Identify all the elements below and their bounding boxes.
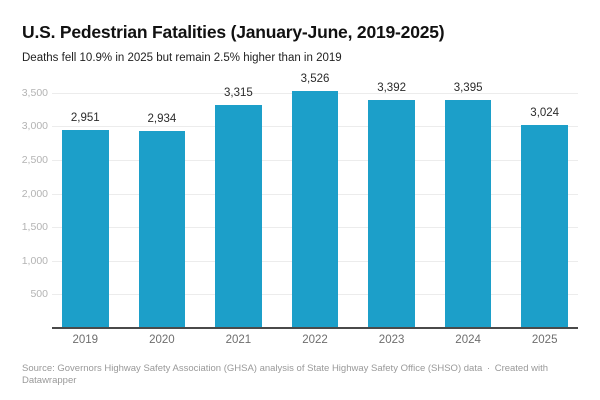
- y-tick-label: 2,500: [21, 154, 48, 166]
- chart-subtitle: Deaths fell 10.9% in 2025 but remain 2.5…: [22, 52, 342, 64]
- x-axis-baseline: [52, 326, 578, 329]
- bar-value-label: 2,951: [70, 111, 100, 124]
- source-text: Source: Governors Highway Safety Associa…: [22, 363, 483, 374]
- bar-2024: [444, 99, 492, 328]
- y-tick-label: 2,000: [21, 187, 48, 200]
- bar-2022: [291, 91, 339, 328]
- bar-value-label: 3,315: [224, 87, 253, 100]
- y-tick-label: 500: [30, 288, 48, 301]
- x-tick-label: 2020: [149, 334, 175, 346]
- bar-value-label: 2,934: [147, 112, 177, 125]
- y-tick-label: 3,000: [21, 120, 48, 133]
- y-tick-label: 3,500: [21, 86, 48, 99]
- bar-value-label: 3,392: [377, 82, 406, 94]
- bar-2023: [368, 100, 415, 328]
- bar-2019: [62, 129, 109, 328]
- x-tick-label: 2023: [378, 334, 405, 346]
- chart-title: U.S. Pedestrian Fatalities (January-June…: [22, 22, 445, 42]
- x-tick-label: 2024: [455, 334, 481, 346]
- bar-2021: [215, 105, 262, 328]
- bar-value-label: 3,395: [453, 81, 483, 94]
- footer-separator: ·: [486, 363, 491, 374]
- bar-value-label: 3,024: [530, 106, 560, 119]
- x-tick-label: 2025: [531, 334, 558, 346]
- x-tick-label: 2021: [225, 334, 252, 346]
- bar-value-label: 3,526: [300, 73, 330, 85]
- y-tick-label: 1,500: [21, 221, 48, 234]
- bar-2020: [138, 130, 186, 328]
- bar-2025: [521, 124, 568, 328]
- attribution-text: Created with Datawrapper: [22, 363, 549, 386]
- y-tick-label: 1,000: [21, 254, 48, 267]
- x-tick-label: 2019: [72, 334, 99, 346]
- x-tick-label: 2022: [302, 334, 328, 346]
- chart-footer: Source: Governors Highway Safety Associa…: [22, 363, 592, 387]
